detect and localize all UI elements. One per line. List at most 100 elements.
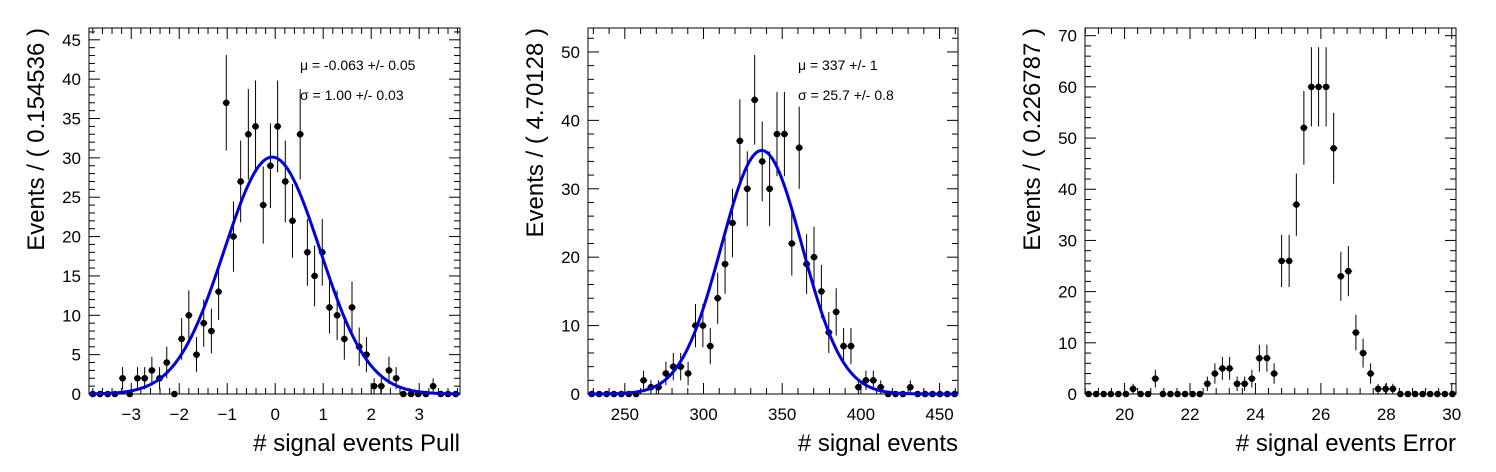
- data-point: [1345, 267, 1352, 275]
- data-point: [736, 137, 744, 145]
- x-axis-label: # signal events Pull: [253, 430, 460, 457]
- y-tick-label: 0: [571, 385, 580, 404]
- data-point: [773, 130, 781, 138]
- data-point: [1085, 390, 1092, 398]
- x-axis-label: # signal events Error: [1236, 430, 1456, 457]
- data-point: [684, 370, 692, 377]
- data-point: [1129, 385, 1137, 393]
- data-point: [832, 308, 840, 316]
- x-tick-label: 28: [1377, 405, 1396, 424]
- data-point: [1337, 272, 1345, 280]
- data-point: [377, 382, 385, 390]
- y-tick-label: 30: [62, 149, 81, 168]
- data-point: [1382, 385, 1389, 393]
- data-point: [407, 390, 415, 398]
- data-point: [788, 240, 796, 247]
- data-point: [1159, 390, 1167, 398]
- gaussian-fit-curve: [587, 148, 958, 396]
- data-point: [274, 123, 281, 130]
- data-point: [1100, 390, 1107, 398]
- y-tick-label: 15: [62, 267, 81, 286]
- data-point: [840, 342, 847, 350]
- data-point: [385, 367, 393, 374]
- y-tick-label: 70: [1058, 27, 1077, 46]
- data-point: [1285, 257, 1293, 265]
- x-tick-label: 24: [1246, 405, 1265, 424]
- data-point: [1374, 385, 1382, 393]
- data-point: [847, 342, 855, 350]
- data-point: [429, 382, 437, 390]
- y-tick-label: 60: [1058, 78, 1077, 97]
- data-point: [1204, 380, 1211, 388]
- data-point: [1293, 201, 1300, 208]
- data-point: [1404, 390, 1412, 398]
- data-point: [862, 377, 870, 384]
- chart-panel-2: 250 300 350 400 450 0 10 20 30 40 50 # signal event…: [522, 27, 959, 457]
- x-tick-label: 450: [925, 405, 953, 424]
- data-point: [729, 219, 736, 227]
- y-tick-label: 50: [1058, 129, 1077, 148]
- y-tick-label: 20: [561, 248, 580, 267]
- data-point: [215, 288, 222, 295]
- data-point: [1137, 390, 1144, 398]
- data-point: [134, 374, 141, 382]
- data-point: [1278, 257, 1285, 265]
- data-point: [311, 272, 318, 280]
- data-point: [1226, 365, 1233, 372]
- data-point: [1308, 83, 1315, 91]
- fit-mean-label: μ = 337 +/- 1: [798, 57, 878, 73]
- x-tick-label: −2: [170, 405, 189, 424]
- x-tick-label: 1: [318, 405, 327, 424]
- x-tick-label: 400: [847, 405, 875, 424]
- data-point: [341, 335, 348, 343]
- x-tick-label: 30: [1442, 405, 1461, 424]
- data-point: [1352, 329, 1360, 336]
- chart-panel-3: 20 22 24 26 28 30 0 10 20 30 40 50 60 70 # signal even…: [1019, 27, 1461, 457]
- data-point: [1248, 375, 1256, 382]
- data-point: [326, 304, 333, 311]
- y-tick-label: 25: [62, 188, 81, 207]
- data-point: [907, 383, 914, 391]
- y-tick-label: 50: [561, 43, 580, 62]
- data-point: [870, 377, 877, 384]
- data-point: [1181, 390, 1189, 398]
- data-point: [721, 260, 729, 268]
- data-point: [1256, 354, 1263, 362]
- data-point: [400, 390, 407, 398]
- data-point: [1189, 390, 1196, 398]
- x-tick-label: 20: [1115, 405, 1134, 424]
- data-point: [119, 374, 126, 382]
- data-point: [877, 383, 885, 391]
- y-tick-label: 40: [1058, 180, 1077, 199]
- y-tick-label: 10: [1058, 334, 1077, 353]
- data-point: [1211, 370, 1219, 377]
- data-point: [818, 288, 825, 295]
- data-point: [259, 201, 267, 209]
- data-point: [1315, 83, 1322, 91]
- data-point: [1426, 390, 1434, 398]
- y-axis-label: Events / ( 4.70128 ): [522, 28, 549, 237]
- fit-sigma-label: σ = 1.00 +/- 0.03: [300, 87, 404, 103]
- data-point: [1359, 349, 1367, 357]
- y-tick-label: 45: [62, 31, 81, 50]
- data-point: [348, 304, 356, 311]
- data-point: [766, 185, 773, 193]
- data-point: [230, 233, 237, 240]
- data-point: [795, 144, 803, 152]
- data-point: [1196, 390, 1204, 398]
- plot-frame: [587, 27, 959, 395]
- data-point: [1419, 390, 1426, 398]
- y-tick-label: 10: [561, 317, 580, 336]
- data-point: [1219, 365, 1226, 372]
- data-point: [810, 253, 818, 261]
- data-point: [855, 383, 862, 391]
- data-point: [1115, 390, 1122, 398]
- x-tick-label: 350: [768, 405, 796, 424]
- x-tick-label: 300: [689, 405, 717, 424]
- y-axis-label: Events / ( 0.226787 ): [1019, 28, 1046, 251]
- y-tick-label: 20: [1058, 283, 1077, 302]
- data-point: [392, 374, 400, 382]
- data-point: [193, 351, 200, 358]
- y-tick-label: 5: [72, 346, 81, 365]
- data-point: [1300, 124, 1308, 132]
